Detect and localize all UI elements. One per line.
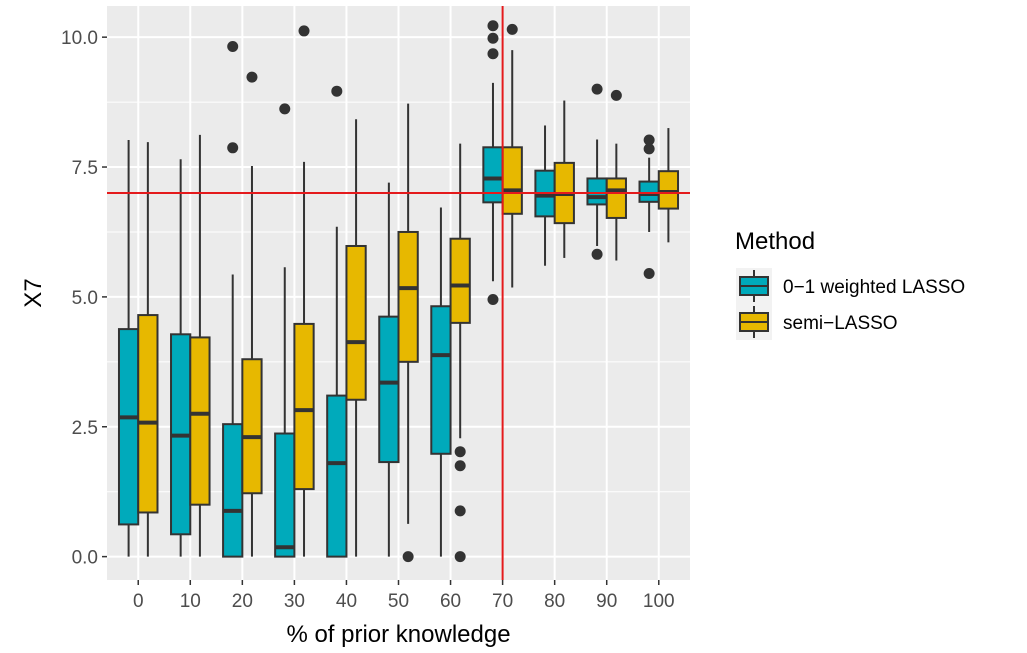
y-tick-label: 7.5 [72, 158, 98, 179]
outlier-point [227, 41, 239, 53]
x-tick-label: 90 [596, 591, 617, 612]
box-iqr [482, 146, 504, 204]
box-semi-lasso-40 [345, 119, 367, 557]
outlier-point [487, 293, 499, 305]
x-tick-label: 70 [492, 591, 513, 612]
y-tick-label: 5.0 [72, 288, 98, 309]
box-semi-lasso-100 [657, 128, 680, 243]
box-weighted-lasso-90 [586, 83, 608, 260]
outlier-point [591, 248, 603, 260]
outlier-point [402, 551, 414, 563]
box-iqr [326, 394, 348, 558]
outlier-point [227, 142, 239, 154]
outlier-point [643, 134, 655, 146]
y-tick-label: 0.0 [72, 548, 98, 569]
box-iqr [241, 358, 263, 495]
box-semi-lasso-10 [189, 134, 211, 557]
box-iqr [657, 170, 680, 210]
box-semi-lasso-30 [293, 25, 315, 557]
outlier-point [246, 71, 258, 83]
box-iqr [189, 336, 211, 506]
outlier-point [487, 48, 499, 60]
x-tick-label: 50 [388, 591, 409, 612]
box-iqr [293, 322, 315, 491]
box-weighted-lasso-0 [117, 140, 140, 557]
outlier-point [643, 268, 655, 280]
outlier-point [454, 505, 466, 517]
box-weighted-lasso-100 [638, 134, 660, 280]
legend-label: semi−LASSO [783, 313, 898, 334]
box-iqr [501, 146, 523, 215]
outlier-point [487, 20, 499, 32]
outlier-point [331, 85, 343, 97]
box-iqr [345, 244, 367, 401]
box-iqr [638, 180, 660, 203]
outlier-point [643, 143, 655, 155]
outlier-point [506, 23, 518, 35]
box-semi-lasso-60 [449, 143, 471, 563]
x-axis: 0 10 20 30 40 50 60 70 80 90 100 [133, 580, 675, 612]
outlier-point [487, 32, 499, 44]
outlier-point [279, 103, 291, 115]
box-weighted-lasso-10 [170, 159, 192, 557]
box-weighted-lasso-40 [326, 85, 348, 558]
x-tick-label: 40 [336, 591, 357, 612]
y-axis-title: X7 [20, 278, 47, 307]
legend-entry-weighted-lasso: 0−1 weighted LASSO [736, 268, 965, 304]
box-semi-lasso-50 [397, 103, 419, 563]
outlier-point [610, 89, 622, 101]
box-weighted-lasso-70 [482, 20, 504, 305]
x-tick-label: 80 [544, 591, 565, 612]
legend: Method 0−1 weighted LASSO semi−LASSO [735, 228, 965, 340]
box-iqr [430, 305, 452, 455]
box-iqr [378, 315, 400, 464]
box-weighted-lasso-60 [430, 207, 452, 557]
x-tick-label: 0 [133, 591, 144, 612]
legend-label: 0−1 weighted LASSO [783, 277, 965, 298]
box-semi-lasso-20 [241, 71, 263, 557]
outlier-point [454, 551, 466, 563]
box-weighted-lasso-30 [274, 103, 296, 558]
box-weighted-lasso-20 [222, 41, 244, 558]
outlier-point [298, 25, 310, 37]
outlier-point [454, 446, 466, 458]
box-iqr [605, 177, 627, 219]
box-iqr [137, 314, 159, 514]
x-axis-title: % of prior knowledge [286, 621, 510, 648]
y-tick-label: 10.0 [61, 28, 98, 49]
box-iqr [397, 230, 419, 363]
box-iqr [586, 177, 608, 206]
x-tick-label: 30 [284, 591, 305, 612]
box-semi-lasso-90 [605, 89, 627, 261]
outlier-point [454, 460, 466, 472]
y-tick-label: 2.5 [72, 418, 98, 439]
box-iqr [117, 328, 140, 526]
box-iqr [222, 423, 244, 558]
y-axis: 0.0 2.5 5.0 7.5 10.0 [61, 28, 107, 569]
reference-lines [107, 6, 690, 580]
x-tick-label: 10 [180, 591, 201, 612]
box-iqr [449, 237, 471, 324]
box-semi-lasso-0 [137, 142, 159, 557]
x-tick-label: 100 [643, 591, 675, 612]
legend-title: Method [735, 228, 815, 255]
box-iqr [274, 432, 296, 558]
legend-entry-semi-lasso: semi−LASSO [736, 304, 898, 340]
x-tick-label: 60 [440, 591, 461, 612]
box-weighted-lasso-50 [378, 182, 400, 557]
outlier-point [591, 83, 603, 95]
x-tick-label: 20 [232, 591, 253, 612]
